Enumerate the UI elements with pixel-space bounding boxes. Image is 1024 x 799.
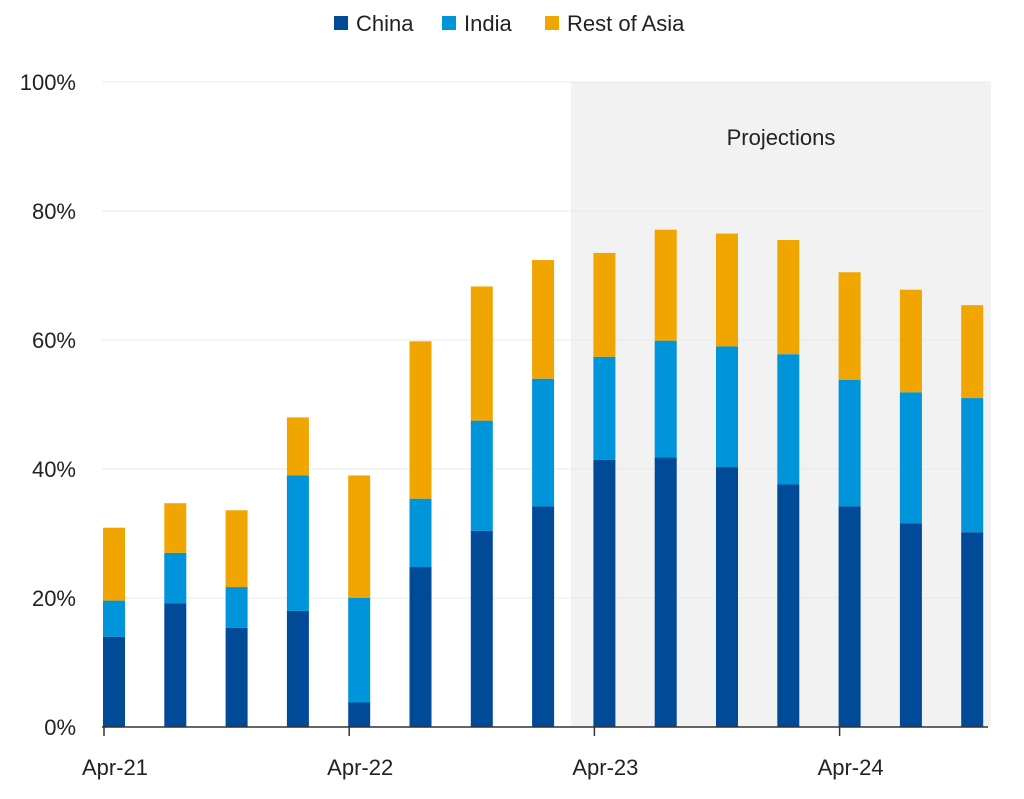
bar-segment-rest-of-asia	[103, 527, 125, 601]
bar-segment-rest-of-asia	[164, 503, 187, 553]
legend-swatch	[545, 16, 559, 30]
bar-segment-india	[409, 498, 432, 568]
bar-segment-rest-of-asia	[286, 417, 309, 476]
y-tick-label: 60%	[32, 328, 76, 353]
x-tick-label: Apr-24	[818, 755, 884, 780]
y-tick-label: 0%	[44, 715, 76, 740]
x-tick-labels: Apr-21 Apr-22 Apr-23 Apr-24	[82, 727, 884, 780]
bar-segment-india	[838, 379, 861, 507]
bar-segment-india	[593, 356, 616, 460]
bar-segment-china	[470, 530, 493, 727]
y-tick-label: 40%	[32, 457, 76, 482]
bar-segment-india	[899, 392, 922, 524]
y-tick-label: 80%	[32, 199, 76, 224]
x-tick-label: Apr-22	[327, 755, 393, 780]
bar-segment-rest-of-asia	[716, 233, 738, 347]
bar-segment-india	[654, 340, 677, 458]
legend-label: Rest of Asia	[567, 11, 685, 36]
bar-segment-china	[409, 567, 432, 727]
y-tick-labels: 0% 20% 40% 60% 80% 100%	[20, 70, 76, 740]
bar-segment-china	[532, 506, 555, 727]
bar-segment-india	[470, 420, 493, 531]
bar-segment-china	[777, 484, 800, 727]
projection-label: Projections	[727, 125, 836, 150]
bar-segment-india	[777, 354, 800, 485]
legend-swatch	[334, 16, 348, 30]
x-tick-label: Apr-21	[82, 755, 148, 780]
bar-segment-rest-of-asia	[532, 260, 555, 379]
bar-segment-china	[348, 702, 371, 727]
bars-group	[103, 229, 984, 727]
bar-segment-india	[532, 378, 555, 507]
bar-segment-india	[103, 600, 125, 637]
bar-segment-rest-of-asia	[777, 240, 800, 355]
bar-segment-india	[961, 398, 984, 533]
bar-segment-india	[716, 346, 738, 468]
bar-segment-rest-of-asia	[409, 341, 432, 499]
bar-segment-india	[286, 475, 309, 611]
bar-segment-china	[654, 457, 677, 727]
bar-segment-china	[716, 467, 738, 727]
legend-swatch	[442, 16, 456, 30]
bar-segment-rest-of-asia	[838, 272, 861, 380]
bar-segment-rest-of-asia	[348, 475, 371, 598]
bar-segment-china	[103, 636, 125, 727]
legend-label: China	[356, 11, 414, 36]
bar-segment-rest-of-asia	[654, 229, 677, 341]
bar-segment-china	[225, 627, 248, 727]
bar-segment-rest-of-asia	[593, 252, 616, 357]
bar-segment-china	[838, 506, 861, 727]
legend: China India Rest of Asia	[334, 11, 685, 36]
bar-segment-india	[225, 587, 248, 628]
bar-segment-rest-of-asia	[470, 286, 493, 421]
legend-label: India	[464, 11, 512, 36]
bar-segment-india	[348, 598, 371, 703]
bar-segment-china	[593, 459, 616, 727]
y-tick-label: 100%	[20, 70, 76, 95]
bar-segment-rest-of-asia	[961, 305, 984, 399]
bar-segment-china	[164, 603, 187, 727]
bar-segment-china	[899, 523, 922, 727]
bar-segment-china	[286, 610, 309, 727]
bar-segment-india	[164, 552, 187, 604]
bar-segment-china	[961, 532, 984, 727]
y-tick-label: 20%	[32, 586, 76, 611]
x-tick-label: Apr-23	[572, 755, 638, 780]
bar-segment-rest-of-asia	[225, 510, 248, 588]
bar-segment-rest-of-asia	[899, 289, 922, 393]
